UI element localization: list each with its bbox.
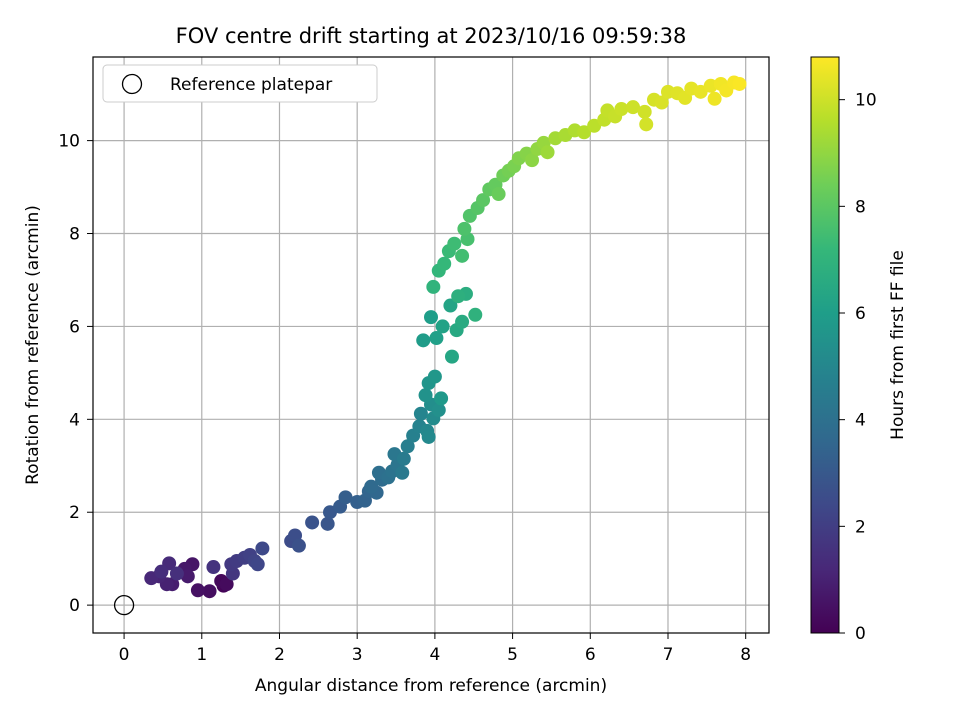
colorbar-tick-label: 0 (855, 624, 866, 644)
colorbar-tick-label: 4 (855, 411, 866, 431)
colorbar-tick-label: 10 (855, 91, 877, 111)
y-tick-label: 2 (69, 503, 80, 523)
data-point (491, 187, 506, 202)
data-point (396, 451, 411, 466)
legend: Reference platepar (102, 64, 378, 103)
reference-marker (113, 594, 135, 616)
data-point (639, 117, 654, 132)
data-point (219, 577, 234, 592)
data-point (154, 564, 169, 579)
data-point (255, 541, 270, 556)
data-point (443, 298, 458, 313)
data-point (434, 391, 449, 406)
data-point (614, 102, 629, 117)
plot-frame (92, 56, 770, 634)
data-point (206, 560, 221, 575)
data-point (468, 307, 483, 322)
data-point (540, 145, 555, 160)
y-axis-ticks: 0 2 4 6 8 10 (58, 132, 93, 616)
y-tick-label: 10 (58, 132, 80, 152)
data-point (732, 76, 747, 91)
data-point (416, 333, 431, 348)
data-point (476, 193, 491, 208)
data-point (320, 516, 335, 531)
data-point (395, 465, 410, 480)
x-axis-label: Angular distance from reference (arcmin) (255, 676, 607, 696)
colorbar-ticks: 0 2 4 6 8 10 (839, 91, 877, 644)
data-point (455, 248, 470, 263)
x-tick-label: 7 (663, 645, 674, 665)
data-point (418, 388, 433, 403)
y-tick-label: 0 (69, 596, 80, 616)
data-point (424, 310, 438, 325)
y-tick-label: 6 (69, 317, 80, 337)
x-tick-label: 8 (740, 645, 751, 665)
chart-title: FOV centre drift starting at 2023/10/16 … (176, 24, 687, 48)
data-point (435, 319, 450, 334)
x-tick-label: 3 (352, 645, 363, 665)
colorbar (810, 56, 840, 634)
data-point (400, 439, 415, 454)
data-point (364, 479, 379, 494)
legend-label: Reference platepar (170, 75, 332, 95)
data-point (426, 279, 441, 294)
data-point (451, 289, 466, 304)
data-point (626, 100, 641, 115)
data-point (444, 349, 459, 364)
data-point (707, 91, 722, 106)
x-axis-ticks: 0 1 2 3 4 5 6 7 8 (119, 633, 751, 665)
data-point (180, 569, 195, 584)
data-point (637, 104, 652, 119)
data-point (202, 584, 217, 599)
colorbar-label: Hours from first FF file (888, 250, 908, 440)
data-point (169, 566, 184, 581)
data-point (693, 84, 708, 99)
y-tick-label: 4 (69, 410, 80, 430)
y-tick-label: 8 (69, 225, 80, 245)
data-point (577, 125, 592, 140)
data-point (190, 583, 205, 598)
data-point (338, 490, 353, 505)
data-point (447, 236, 462, 251)
legend-box (102, 64, 378, 103)
legend-marker-open-circle (121, 73, 143, 95)
scatter-points (144, 75, 747, 599)
data-point (654, 95, 669, 110)
colorbar-tick-label: 2 (855, 517, 866, 537)
data-point (305, 515, 320, 530)
data-point (455, 314, 470, 329)
colorbar-tick-label: 8 (855, 197, 866, 217)
x-tick-label: 0 (119, 645, 130, 665)
colorbar-tick-label: 6 (855, 304, 866, 324)
x-tick-label: 2 (274, 645, 285, 665)
x-tick-label: 4 (429, 645, 440, 665)
data-point (413, 406, 428, 421)
y-axis-label: Rotation from reference (arcmin) (23, 205, 43, 485)
data-point (250, 557, 265, 572)
data-point (429, 331, 444, 346)
data-point (437, 256, 452, 271)
data-point (144, 571, 159, 586)
data-point (525, 153, 540, 168)
data-point (291, 538, 306, 553)
data-point (587, 118, 602, 133)
x-tick-label: 6 (585, 645, 596, 665)
data-point (431, 403, 446, 418)
data-point (427, 369, 442, 384)
x-tick-label: 1 (196, 645, 207, 665)
reference-platepar-point (113, 594, 135, 616)
data-point (421, 429, 436, 444)
data-point (457, 221, 472, 236)
grid (93, 57, 769, 633)
x-tick-label: 5 (507, 645, 518, 665)
